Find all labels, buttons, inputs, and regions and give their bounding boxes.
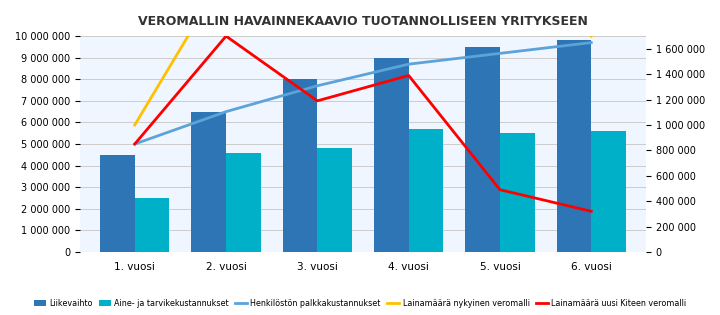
Lainamäärä uusi Kiteen veromalli [587, 209, 595, 213]
Legend: Liikevaihto, Aine- ja tarvikekustannukset, Henkilöstön palkkakustannukset, Laina: Liikevaihto, Aine- ja tarvikekustannukse… [30, 295, 690, 311]
Bar [465, 47, 500, 252]
Henkilöstön palkkakustannukset [222, 110, 230, 113]
Bar [500, 133, 535, 252]
Line: Lainamäärä nykyinen veromalli: Lainamäärä nykyinen veromalli [135, 0, 591, 125]
Bar [135, 198, 169, 252]
Bar [374, 58, 409, 252]
Henkilöstön palkkakustannukset [405, 62, 413, 66]
Henkilöstön palkkakustannukset [313, 84, 322, 88]
Bar [226, 153, 261, 252]
Bar [409, 129, 444, 252]
Lainamäärä uusi Kiteen veromalli [130, 142, 139, 146]
Henkilöstön palkkakustannukset [495, 51, 504, 55]
Lainamäärä nykyinen veromalli [587, 34, 595, 38]
Line: Lainamäärä uusi Kiteen veromalli: Lainamäärä uusi Kiteen veromalli [135, 36, 591, 211]
Lainamäärä uusi Kiteen veromalli [495, 188, 504, 192]
Title: VEROMALLIN HAVAINNEKAAVIO TUOTANNOLLISEEN YRITYKSEEN: VEROMALLIN HAVAINNEKAAVIO TUOTANNOLLISEE… [138, 15, 588, 28]
Bar [192, 112, 226, 252]
Lainamäärä uusi Kiteen veromalli [405, 74, 413, 77]
Line: Henkilöstön palkkakustannukset: Henkilöstön palkkakustannukset [135, 43, 591, 144]
Henkilöstön palkkakustannukset [587, 41, 595, 44]
Lainamäärä uusi Kiteen veromalli [313, 99, 322, 103]
Bar [100, 155, 135, 252]
Bar [283, 79, 318, 252]
Lainamäärä uusi Kiteen veromalli [222, 34, 230, 38]
Lainamäärä nykyinen veromalli [130, 123, 139, 127]
Bar [557, 40, 591, 252]
Henkilöstön palkkakustannukset [130, 142, 139, 146]
Bar [318, 148, 352, 252]
Bar [591, 131, 626, 252]
